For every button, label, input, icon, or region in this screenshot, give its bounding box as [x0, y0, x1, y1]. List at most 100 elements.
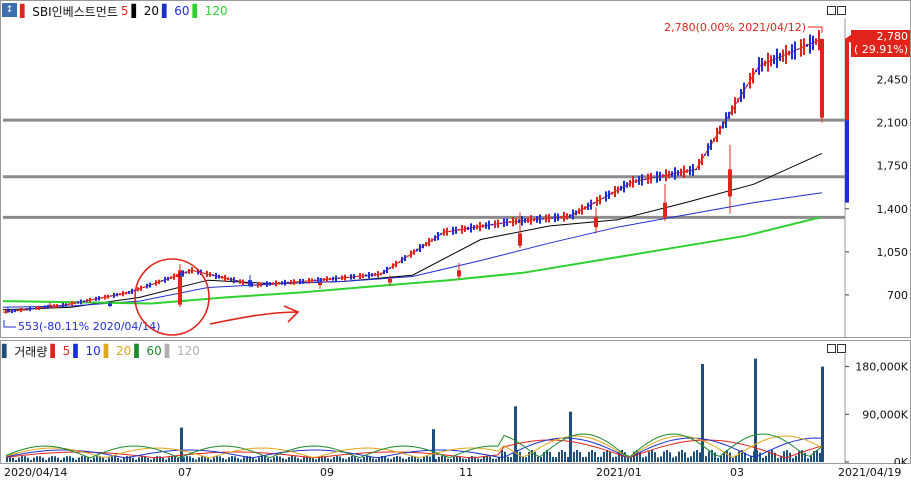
daily-candle	[443, 228, 445, 236]
daily-candle	[335, 275, 337, 282]
daily-candle	[533, 218, 535, 222]
daily-volume-bar	[57, 457, 59, 462]
volume-spike-bar	[180, 427, 183, 462]
daily-candle	[488, 220, 490, 230]
daily-candle	[14, 309, 16, 313]
daily-volume-bar	[588, 451, 590, 462]
daily-candle	[458, 228, 460, 231]
candle-body	[663, 202, 667, 218]
daily-volume-bar	[129, 456, 131, 462]
daily-candle	[50, 306, 52, 308]
daily-volume-bar	[639, 452, 641, 462]
daily-candle	[716, 127, 718, 143]
daily-volume-bar	[390, 459, 392, 462]
daily-candle	[29, 306, 31, 312]
daily-candle	[23, 308, 25, 311]
daily-candle	[722, 121, 724, 129]
daily-volume-bar	[384, 456, 386, 462]
daily-candle	[332, 276, 334, 281]
daily-candle	[41, 307, 43, 309]
daily-candle	[779, 52, 781, 61]
daily-volume-bar	[261, 456, 263, 462]
daily-volume-bar	[501, 450, 503, 462]
daily-candle	[413, 249, 415, 255]
stock-name: SBI인베스트먼트	[32, 4, 118, 19]
daily-candle	[419, 244, 421, 253]
daily-candle	[65, 303, 67, 307]
daily-candle	[221, 275, 223, 279]
daily-candle	[113, 292, 115, 298]
maximize-icon[interactable]	[837, 6, 846, 15]
ma20-label: 20	[143, 4, 160, 18]
daily-candle	[506, 218, 508, 227]
daily-volume-bar	[612, 457, 614, 462]
daily-volume-bar	[174, 456, 176, 462]
daily-candle	[137, 287, 139, 292]
daily-candle	[197, 268, 199, 275]
daily-volume-bar	[108, 457, 110, 462]
price-tick-label: 700	[887, 289, 908, 302]
daily-candle	[128, 290, 130, 294]
daily-candle	[287, 281, 289, 284]
daily-candle	[314, 279, 316, 282]
daily-candle	[773, 54, 775, 65]
daily-volume-bar	[714, 452, 716, 462]
daily-volume-bar	[435, 459, 437, 462]
daily-candle	[92, 299, 94, 301]
daily-candle	[80, 299, 82, 305]
daily-volume-bar	[474, 456, 476, 462]
daily-candle	[284, 279, 286, 286]
daily-candle	[746, 85, 748, 87]
minimize-icon[interactable]	[827, 6, 836, 15]
volume-minimize-icon[interactable]	[827, 344, 836, 353]
daily-candle	[191, 267, 193, 274]
daily-volume-bar	[186, 456, 188, 462]
daily-volume-bar	[9, 456, 11, 462]
vol-ma5-label: 5	[62, 344, 71, 358]
daily-volume-bar	[819, 452, 821, 462]
daily-candle	[257, 282, 259, 288]
daily-candle	[281, 281, 283, 285]
daily-candle	[632, 175, 634, 188]
daily-volume-bar	[726, 450, 728, 462]
daily-candle	[620, 185, 622, 191]
daily-candle	[704, 153, 706, 156]
daily-candle	[131, 288, 133, 295]
daily-volume-bar	[687, 457, 689, 462]
daily-candle	[179, 272, 181, 277]
daily-candle	[629, 179, 631, 187]
daily-candle	[5, 310, 7, 314]
daily-volume-bar	[117, 457, 119, 462]
daily-volume-bar	[519, 451, 521, 462]
daily-volume-bar	[249, 456, 251, 462]
daily-volume-bar	[543, 451, 545, 462]
daily-candle	[647, 173, 649, 184]
daily-volume-bar	[312, 458, 314, 462]
daily-candle	[323, 278, 325, 282]
daily-candle	[626, 182, 628, 188]
daily-candle	[815, 38, 817, 45]
daily-candle	[368, 272, 370, 279]
volume-ma-line	[5, 433, 823, 459]
daily-candle	[272, 282, 274, 286]
candle-body	[318, 282, 322, 286]
daily-candle	[359, 273, 361, 280]
daily-candle	[686, 169, 688, 173]
daily-candle	[398, 261, 400, 263]
volume-maximize-icon[interactable]	[837, 344, 846, 353]
zoom-icon[interactable]: ↕	[2, 3, 17, 17]
daily-volume-bar	[747, 457, 749, 462]
daily-volume-bar	[666, 450, 668, 462]
daily-volume-bar	[114, 456, 116, 462]
daily-volume-bar	[549, 451, 551, 462]
daily-candle	[557, 213, 559, 222]
daily-candle	[164, 276, 166, 283]
current-price-tag: 2,780 ( 29.91%)	[851, 30, 910, 57]
ma5-label: 5	[120, 4, 129, 18]
daily-volume-bar	[690, 456, 692, 462]
daily-candle	[710, 139, 712, 150]
daily-volume-bar	[210, 459, 212, 462]
daily-candle	[311, 278, 313, 283]
daily-volume-bar	[240, 459, 242, 462]
daily-volume-bar	[525, 457, 527, 462]
